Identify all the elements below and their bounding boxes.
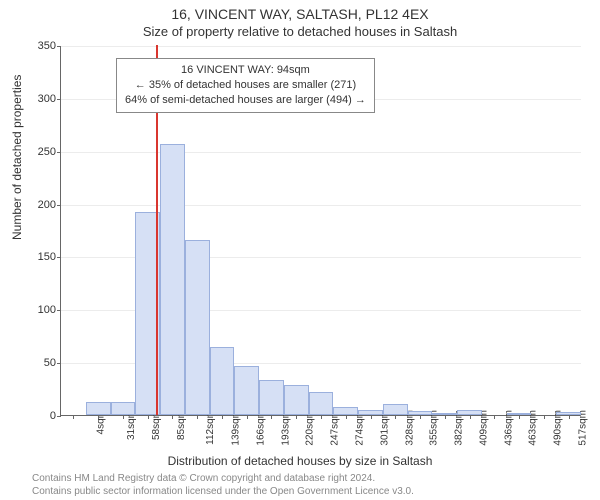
histogram-bar [185, 240, 210, 415]
x-tick-mark [247, 415, 248, 419]
x-tick-mark [470, 415, 471, 419]
y-tick-mark [57, 416, 61, 417]
histogram-bar [234, 366, 259, 415]
footer-text: Contains HM Land Registry data © Crown c… [32, 472, 414, 498]
x-tick-label: 139sqm [231, 410, 242, 446]
y-axis-label: Number of detached properties [10, 75, 24, 240]
x-tick-label: 409sqm [478, 410, 489, 446]
x-tick-mark [420, 415, 421, 419]
y-tick-label: 350 [38, 40, 56, 52]
y-tick-label: 0 [50, 410, 56, 422]
x-tick-label: 247sqm [330, 410, 341, 446]
histogram-bar [333, 407, 358, 415]
histogram-bar [210, 347, 235, 415]
x-tick-mark [148, 415, 149, 419]
histogram-bar [111, 402, 136, 415]
y-tick-mark [57, 363, 61, 364]
annotation-line-3: 64% of semi-detached houses are larger (… [125, 93, 366, 108]
y-tick-label: 250 [38, 146, 56, 158]
x-tick-mark [519, 415, 520, 419]
x-tick-mark [172, 415, 173, 419]
x-tick-label: 517sqm [577, 410, 588, 446]
annotation-line-1: 16 VINCENT WAY: 94sqm [125, 63, 366, 78]
x-tick-mark [73, 415, 74, 419]
x-tick-mark [544, 415, 545, 419]
x-tick-label: 112sqm [205, 410, 216, 445]
y-tick-mark [57, 99, 61, 100]
y-tick-label: 200 [38, 199, 56, 211]
x-tick-label: 355sqm [429, 410, 440, 446]
x-tick-mark [271, 415, 272, 419]
footer-line-1: Contains HM Land Registry data © Crown c… [32, 472, 414, 485]
annotation-box: 16 VINCENT WAY: 94sqm← 35% of detached h… [116, 58, 375, 113]
chart-subtitle: Size of property relative to detached ho… [0, 24, 600, 39]
y-tick-mark [57, 205, 61, 206]
x-tick-mark [321, 415, 322, 419]
x-tick-mark [494, 415, 495, 419]
gridline [61, 205, 581, 206]
x-tick-label: 490sqm [553, 410, 564, 446]
x-tick-label: 274sqm [355, 410, 366, 446]
x-tick-mark [197, 415, 198, 419]
x-tick-mark [123, 415, 124, 419]
x-axis-label: Distribution of detached houses by size … [0, 454, 600, 468]
gridline [61, 46, 581, 47]
x-tick-label: 193sqm [280, 410, 291, 446]
histogram-bar [160, 144, 185, 415]
histogram-bar [383, 404, 408, 415]
y-tick-mark [57, 152, 61, 153]
x-tick-mark [98, 415, 99, 419]
y-tick-mark [57, 46, 61, 47]
histogram-bar [86, 402, 111, 415]
x-tick-mark [569, 415, 570, 419]
histogram-bar [284, 385, 309, 415]
x-tick-label: 436sqm [503, 410, 514, 446]
x-tick-label: 463sqm [528, 410, 539, 446]
x-tick-mark [222, 415, 223, 419]
annotation-line-2: ← 35% of detached houses are smaller (27… [125, 78, 366, 93]
x-tick-label: 220sqm [305, 410, 316, 446]
y-tick-mark [57, 257, 61, 258]
gridline [61, 152, 581, 153]
footer-line-2: Contains public sector information licen… [32, 485, 414, 498]
x-tick-label: 166sqm [256, 410, 267, 446]
x-tick-mark [395, 415, 396, 419]
y-tick-label: 300 [38, 93, 56, 105]
x-tick-label: 328sqm [404, 410, 415, 446]
y-tick-mark [57, 310, 61, 311]
plot-area: 0501001502002503003504sqm31sqm58sqm85sqm… [60, 46, 580, 416]
chart-container: 16, VINCENT WAY, SALTASH, PL12 4EX Size … [0, 0, 600, 500]
x-tick-label: 301sqm [379, 410, 390, 446]
histogram-bar [309, 392, 334, 415]
histogram-bar [259, 380, 284, 415]
x-tick-mark [371, 415, 372, 419]
chart-title-address: 16, VINCENT WAY, SALTASH, PL12 4EX [0, 6, 600, 22]
x-tick-label: 382sqm [454, 410, 465, 446]
y-tick-label: 150 [38, 251, 56, 263]
x-tick-mark [346, 415, 347, 419]
x-tick-mark [296, 415, 297, 419]
x-tick-mark [445, 415, 446, 419]
y-tick-label: 50 [44, 357, 56, 369]
y-tick-label: 100 [38, 304, 56, 316]
